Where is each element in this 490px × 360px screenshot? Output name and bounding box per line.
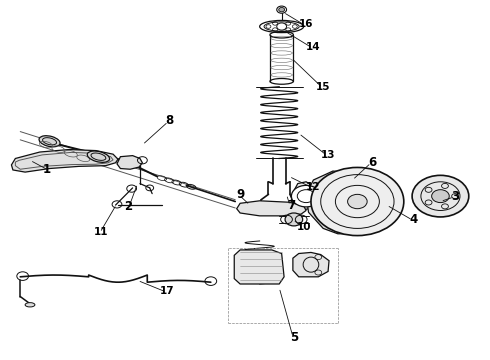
Circle shape — [292, 185, 321, 207]
Polygon shape — [306, 171, 362, 234]
Circle shape — [279, 8, 285, 12]
Text: 17: 17 — [160, 286, 174, 296]
Polygon shape — [292, 182, 315, 211]
Polygon shape — [237, 201, 306, 216]
Text: 1: 1 — [43, 163, 51, 176]
Ellipse shape — [39, 136, 60, 147]
Text: 16: 16 — [299, 19, 313, 29]
Circle shape — [311, 167, 404, 235]
Text: 13: 13 — [321, 150, 335, 160]
Text: 2: 2 — [123, 201, 132, 213]
Text: 11: 11 — [94, 227, 108, 237]
Polygon shape — [293, 252, 329, 277]
Text: 3: 3 — [451, 190, 459, 203]
Polygon shape — [11, 149, 118, 172]
Text: 12: 12 — [306, 182, 320, 192]
Circle shape — [432, 190, 449, 203]
Text: 5: 5 — [290, 331, 298, 344]
Circle shape — [285, 213, 303, 226]
Text: 4: 4 — [410, 213, 417, 226]
Text: 8: 8 — [165, 114, 173, 127]
Polygon shape — [117, 156, 143, 169]
Text: 15: 15 — [316, 82, 330, 92]
Text: 14: 14 — [306, 42, 321, 52]
Text: 9: 9 — [236, 188, 244, 201]
Text: 6: 6 — [368, 156, 376, 168]
Polygon shape — [234, 250, 284, 284]
Text: 7: 7 — [287, 199, 295, 212]
Ellipse shape — [25, 303, 35, 307]
Ellipse shape — [87, 151, 110, 162]
Text: 10: 10 — [296, 222, 311, 231]
Circle shape — [347, 194, 367, 209]
Circle shape — [412, 175, 469, 217]
